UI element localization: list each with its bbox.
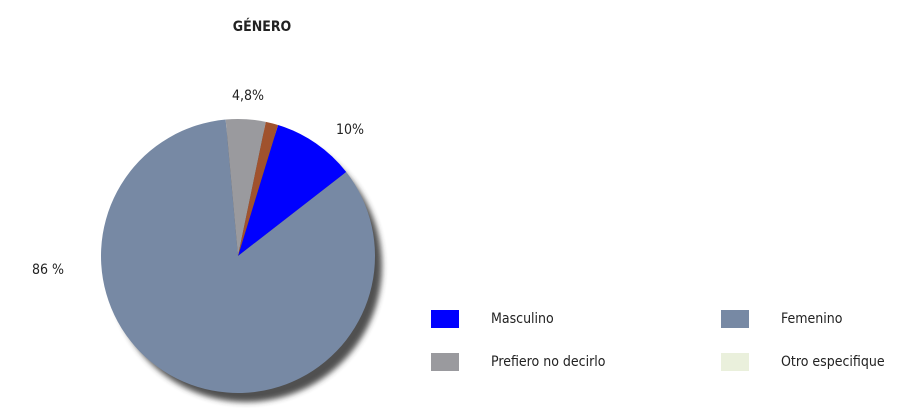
legend-swatch [721, 310, 749, 328]
legend-label: Femenino [781, 311, 843, 327]
data-label: 4,8% [232, 88, 264, 104]
data-label: 86 % [32, 262, 64, 278]
legend-label: Masculino [491, 311, 554, 327]
pie-slice [225, 119, 266, 256]
legend-label: Prefiero no decirlo [491, 354, 606, 370]
pie-slice [238, 121, 279, 256]
pie-slice [238, 124, 347, 256]
legend-swatch [431, 310, 459, 328]
legend-label: Otro especifique [781, 354, 885, 370]
chart-title: GÉNERO [233, 18, 292, 35]
pie-slice [100, 119, 375, 393]
data-label: 10% [336, 122, 364, 138]
legend-swatch [721, 353, 749, 371]
legend-swatch [431, 353, 459, 371]
